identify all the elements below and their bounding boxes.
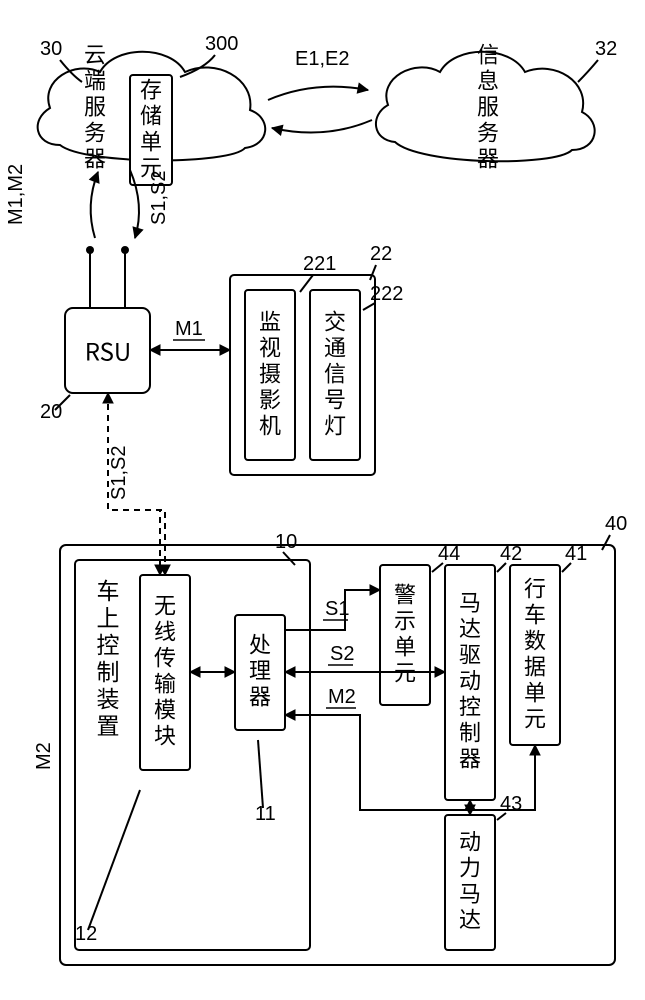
cloud-server: 30 云端服务器 存储单元 300 xyxy=(38,33,266,185)
storage-unit-ref: 300 xyxy=(205,33,238,55)
storage-unit-label: 存储单元 xyxy=(135,78,167,182)
motor-drive-label: 马达驱动控制器 xyxy=(454,591,486,773)
cloud-server-label: 云端服务器 xyxy=(79,43,111,173)
data-unit-label: 行车数据单元 xyxy=(519,577,551,733)
traffic-light-ref: 222 xyxy=(370,283,403,305)
motor-drive-ref: 42 xyxy=(500,543,522,565)
wireless-ref: 12 xyxy=(75,923,97,945)
roadside-block: 22 监视摄影机 221 交通信号灯 222 xyxy=(230,243,403,475)
obc: 车上控制装置 10 无线传输模块 12 处理器 11 xyxy=(75,531,310,950)
wireless-label: 无线传输模块 xyxy=(149,594,181,750)
camera-label: 监视摄影机 xyxy=(254,310,286,440)
cloud-link: E1,E2 xyxy=(268,48,372,133)
cloud-server-ref: 30 xyxy=(40,38,62,60)
rsu-label: RSU xyxy=(85,333,132,368)
rsu-vehicle-link-up: M2 xyxy=(33,742,55,770)
data-unit-ref: 41 xyxy=(565,543,587,565)
processor-ref: 11 xyxy=(255,803,276,825)
signal-m1: M1 xyxy=(175,318,203,340)
camera-ref: 221 xyxy=(303,253,336,275)
traffic-light-label: 交通信号灯 xyxy=(319,310,351,440)
rsu-roadside-link: M1 xyxy=(150,318,230,350)
motor-ref: 43 xyxy=(500,793,522,815)
info-server-label: 信息服务器 xyxy=(472,43,504,173)
rsu: RSU 20 xyxy=(40,246,150,423)
rsu-vehicle-link: S1,S2 xyxy=(108,393,160,575)
signal-s1: S1 xyxy=(325,598,349,620)
vehicle-ref: 40 xyxy=(605,513,627,535)
signal-s1s2-dashed: S1,S2 xyxy=(108,446,130,500)
motor-label: 动力马达 xyxy=(454,830,486,934)
processor-label: 处理器 xyxy=(244,633,276,711)
signal-s2: S2 xyxy=(330,643,354,665)
obc-title: 车上控制装置 xyxy=(91,579,125,741)
signal-e1e2: E1,E2 xyxy=(295,48,349,70)
signal-m2-outer: M2 xyxy=(33,742,55,770)
warning-ref: 44 xyxy=(438,543,460,565)
signal-m2-inner: M2 xyxy=(328,686,356,708)
signal-s1s2-down: S1,S2 xyxy=(148,171,170,225)
rsu-ref: 20 xyxy=(40,401,62,423)
vehicle: 40 车上控制装置 10 无线传输模块 12 处理器 11 警示单元 44 xyxy=(60,513,627,965)
info-server: 信息服务器 32 xyxy=(376,38,617,173)
info-server-ref: 32 xyxy=(595,38,617,60)
obc-ref: 10 xyxy=(275,531,297,553)
roadside-block-ref: 22 xyxy=(370,243,392,265)
signal-m1m2-up: M1,M2 xyxy=(5,164,27,225)
